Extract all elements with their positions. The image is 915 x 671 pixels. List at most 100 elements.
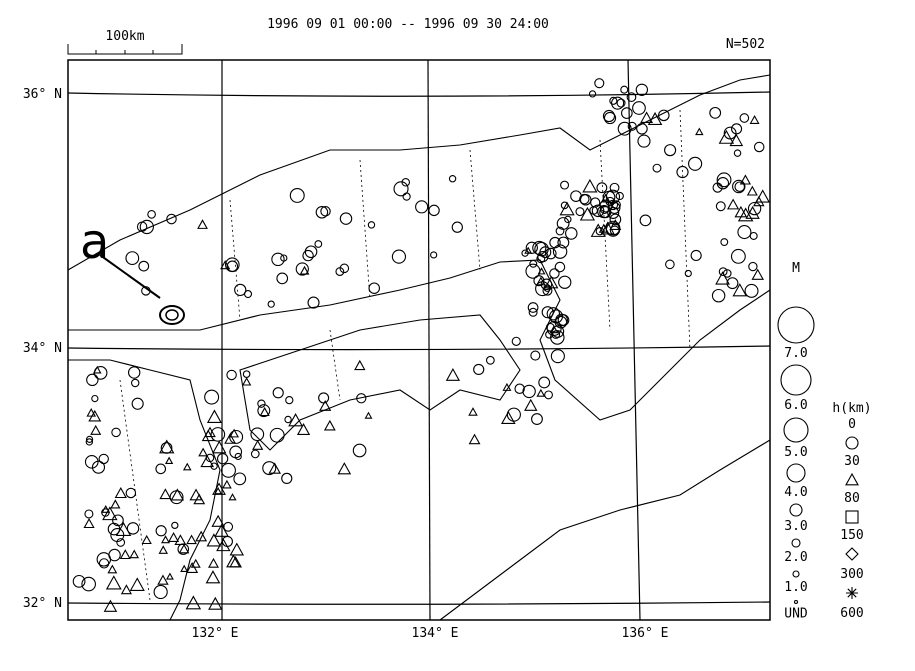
event-circle — [591, 204, 605, 218]
event-triangle — [105, 575, 122, 590]
event-circle — [733, 149, 742, 157]
event-triangle — [220, 260, 231, 270]
event-circle — [609, 96, 618, 105]
event-triangle — [751, 268, 765, 280]
event-triangle — [190, 558, 201, 568]
event-circle — [590, 197, 601, 208]
event-circle — [125, 251, 140, 266]
event-triangle — [208, 557, 219, 568]
event-circle — [91, 394, 99, 403]
event-circle — [221, 535, 233, 548]
event-square — [845, 510, 859, 524]
event-circle — [131, 378, 140, 388]
event-circle — [607, 199, 619, 211]
event-circle — [609, 213, 622, 226]
event-triangle — [83, 518, 95, 529]
event-circle — [556, 217, 570, 230]
event-triangle — [102, 506, 118, 521]
event-triangle — [229, 428, 240, 438]
event-triangle — [468, 407, 478, 416]
event-triangle — [205, 570, 221, 584]
event-circle — [257, 404, 271, 418]
event-circle — [552, 244, 568, 259]
event-triangle — [206, 409, 222, 423]
event-triangle — [110, 499, 121, 509]
event-circle — [234, 452, 242, 461]
event-circle — [545, 330, 554, 339]
title: 1996 09 01 00:00 -- 1996 09 30 24:00 — [267, 17, 549, 32]
event-circle — [280, 254, 288, 262]
event-triangle — [732, 283, 748, 297]
event-triangle — [228, 493, 237, 501]
legend-label: 4.0 — [784, 485, 807, 500]
event-circle — [98, 453, 109, 465]
scale-label: 100km — [105, 29, 144, 44]
legend-label: 2.0 — [784, 550, 807, 565]
event-circle — [715, 201, 726, 212]
event-triangle — [755, 189, 771, 203]
event-circle — [139, 219, 154, 235]
event-triangle — [101, 504, 111, 513]
legend-label: UND — [784, 607, 808, 622]
event-circle — [511, 336, 521, 346]
event-triangle — [197, 219, 208, 229]
event-triangle — [212, 482, 226, 495]
event-triangle — [185, 595, 202, 610]
event-circle — [229, 445, 243, 459]
event-triangle — [468, 433, 481, 445]
event-triangle — [198, 447, 209, 457]
event-circle — [126, 522, 140, 535]
event-circle — [712, 182, 723, 193]
event-diamond — [845, 547, 859, 561]
event-circle — [720, 238, 729, 247]
event-circle — [138, 260, 150, 272]
event-triangle — [212, 440, 227, 454]
legend-title: h(km) — [832, 401, 871, 416]
event-triangle — [718, 129, 735, 144]
event-circle — [272, 387, 284, 399]
event-triangle — [161, 535, 170, 544]
event-circle — [116, 538, 126, 547]
event-circle — [845, 436, 859, 450]
event-triangle — [536, 388, 546, 397]
event-circle — [85, 435, 94, 443]
legend-label: 600 — [840, 606, 863, 621]
event-circle — [525, 241, 538, 254]
event-triangle — [288, 413, 303, 427]
event-circle — [611, 96, 625, 110]
legend-title: M — [792, 261, 800, 276]
event-triangle — [600, 193, 611, 203]
event-triangle — [186, 562, 199, 573]
event-circle — [748, 261, 758, 272]
event-circle — [605, 189, 621, 204]
event-circle — [320, 206, 331, 217]
map-frame — [67, 59, 771, 621]
event-circle — [549, 268, 560, 279]
event-circle — [262, 461, 277, 476]
event-circle — [451, 221, 463, 233]
event-circle — [267, 300, 275, 308]
legend-symbol — [777, 306, 815, 344]
event-circle — [688, 156, 703, 171]
event-triangle — [103, 599, 118, 612]
event-circle — [599, 199, 613, 213]
event-triangle — [729, 133, 744, 147]
event-circle — [269, 427, 285, 443]
event-circle — [575, 207, 585, 217]
event-circle — [596, 182, 608, 194]
event-circle — [473, 363, 485, 376]
lat-label: 32° N — [23, 596, 62, 611]
event-circle — [141, 286, 151, 296]
event-triangle — [107, 564, 118, 574]
event-circle — [204, 389, 220, 405]
event-circle — [731, 123, 743, 135]
event-triangle — [549, 325, 559, 334]
event-circle — [514, 383, 525, 394]
event-circle — [72, 574, 86, 588]
event-circle — [111, 427, 121, 438]
event-circle — [229, 429, 244, 444]
event-circle — [551, 325, 565, 338]
event-triangle — [214, 487, 223, 495]
event-circle — [690, 249, 702, 262]
